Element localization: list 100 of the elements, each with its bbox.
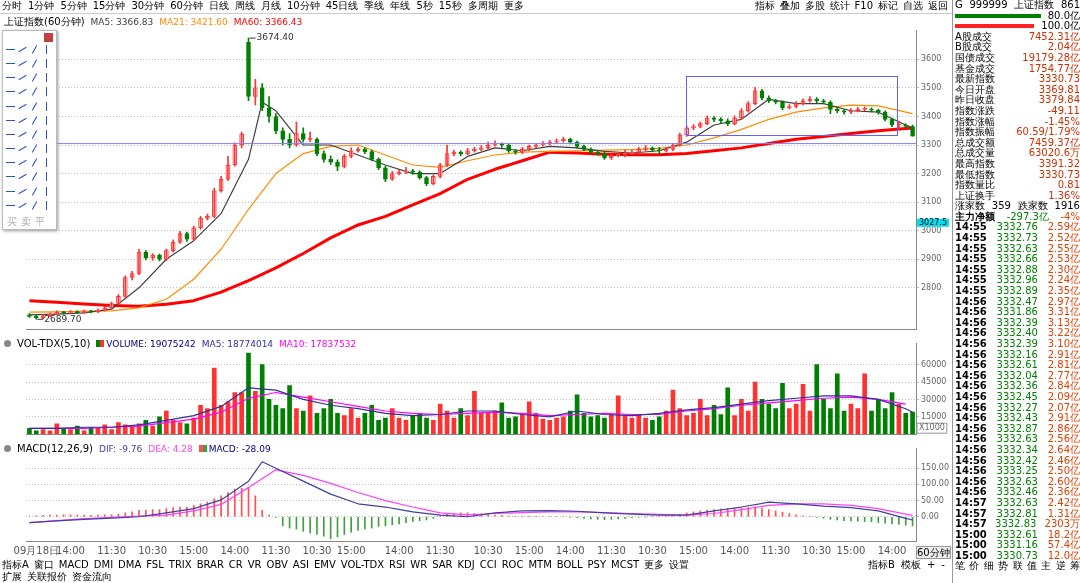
x-tick-label: 14:00 xyxy=(877,544,907,556)
text: 14:55 3332.88 2.30亿 xyxy=(955,263,1080,276)
text: 15:00 3332.61 18.2亿 xyxy=(955,528,1080,541)
x-tick-label: 11:30 xyxy=(97,544,126,556)
text: 总成交量 63020.6万 xyxy=(955,147,1080,159)
text: DEA: 4.28 xyxy=(148,443,193,454)
x-tick-label: 11:30 xyxy=(261,544,291,556)
text: G 999999 上证指数 861 xyxy=(955,0,1080,11)
text: 14:56 3332.46 2.36亿 xyxy=(955,486,1080,498)
text: 指标A 窗口 MACD DMI DMA FSL TRIX BRAR CR VR OBV ASI EMV VOL-TDX RSI WR SAR KDJ CCI ROC MTM BOLL PSY MCST 更多 设置 xyxy=(2,559,690,570)
text: 14:56 3332.04 2.77亿 xyxy=(955,369,1080,382)
text: 14:56 3332.36 2.84亿 xyxy=(955,380,1080,392)
text: MA21: 3421.60 xyxy=(159,17,228,27)
text: 14:55 3332.96 2.24亿 xyxy=(955,274,1080,286)
text: 指数涨跌 -49.11 xyxy=(955,104,1080,116)
text: 14:57 3332.63 2.42亿 xyxy=(955,496,1080,509)
text: 指标 叠加 多股 统计 F10 标记 自选 返回 xyxy=(754,0,948,11)
x-tick-label: 14:00 xyxy=(56,544,85,556)
text: 指数涨幅 -1.45% xyxy=(955,115,1080,127)
y-tick-label: 3300 xyxy=(921,140,942,150)
y-tick-label: 3500 xyxy=(921,82,942,92)
text: 指标B 模板 + - xyxy=(868,559,945,570)
x-tick-label: 10:30 xyxy=(802,544,832,556)
text: 14:56 3333.25 2.50亿 xyxy=(955,465,1080,477)
text: MA5: 3366.83 xyxy=(90,17,154,27)
x-tick-label: 14:00 xyxy=(555,544,585,556)
text: 15:00 3331.16 57.4亿 xyxy=(955,539,1080,551)
x-tick-label: 09月18日 xyxy=(13,544,59,556)
x-tick-label: 14:00 xyxy=(720,544,749,556)
text: 80.0亿 xyxy=(1047,9,1080,21)
x-tick-label: 10:30 xyxy=(138,544,168,556)
x-tick-label: 11:30 xyxy=(761,544,791,556)
x-tick-label: 14:00 xyxy=(384,544,414,556)
text: 14:56 3332.39 3.13亿 xyxy=(955,316,1080,329)
text: 14:55 3332.73 2.52亿 xyxy=(955,232,1080,244)
text: 国债成交 19179.28亿 xyxy=(955,51,1080,63)
text: 100.0亿 xyxy=(1041,20,1080,32)
text: 14:56 3332.39 3.10亿 xyxy=(955,338,1080,350)
x-tick-label: 15:00 xyxy=(679,544,708,556)
text: 指数量比 0.81 xyxy=(955,179,1080,191)
text: 最新指数 3330.73 xyxy=(955,73,1080,85)
x-tick-label: 10:30 xyxy=(473,544,503,556)
text: B股成交 2.04亿 xyxy=(955,41,1080,53)
y-tick-label: 3600 xyxy=(921,54,942,64)
y-tick-label: 50.00 xyxy=(921,495,944,505)
annotation: 2689.70 xyxy=(44,313,82,324)
text: 14:56 3332.42 2.46亿 xyxy=(955,454,1080,466)
x-tick-label: 11:30 xyxy=(596,544,626,556)
text: 主力净额 -297.3亿 -4% xyxy=(955,210,1080,223)
text: 14:56 3332.40 3.22亿 xyxy=(955,327,1080,339)
text: 笔 价 细 势 联 值 主 逆 筹 xyxy=(955,560,1080,572)
text: 14:56 3332.27 2.07亿 xyxy=(955,401,1080,413)
x-tick-label: 10:30 xyxy=(638,544,667,556)
chart-title: MACD(12,26,9) xyxy=(17,443,93,454)
text: 14:55 3332.63 2.55亿 xyxy=(955,242,1080,255)
text: 14:56 3332.63 2.60亿 xyxy=(955,475,1080,488)
y-tick-label: 3100 xyxy=(921,197,942,207)
text: MA10: 17837532 xyxy=(279,338,357,349)
text: A股成交 7452.31亿 xyxy=(955,30,1080,42)
text: 分时 1分钟 5分钟 15分钟 30分钟 60分钟 日线 周线 月线 10分钟 45日线 季线 年线 5秒 15秒 多周期 更多 xyxy=(2,0,524,11)
x-tick-label: 11:30 xyxy=(425,544,455,556)
annotation: 3674.40 xyxy=(256,32,294,43)
y-tick-label: 60000 xyxy=(921,359,947,369)
y-tick-label: 2800 xyxy=(921,282,942,292)
legend-label: MACD: -28.09 xyxy=(207,443,271,454)
text: 上证换手 1.36% xyxy=(955,189,1080,201)
text: 14:56 3332.87 2.86亿 xyxy=(955,422,1080,435)
text: 3027.5 xyxy=(919,217,947,227)
x-tick-label: 15:00 xyxy=(836,544,866,556)
x-tick-label: 10:30 xyxy=(302,544,332,556)
y-tick-label: 3400 xyxy=(921,111,942,121)
y-tick-label: 2900 xyxy=(921,254,942,264)
y-tick-label: 100.00 xyxy=(921,479,949,489)
text: 60分钟 xyxy=(916,546,951,559)
text: 涨家数 359 跌家数 1916 xyxy=(955,200,1080,212)
x-tick-label: 14:00 xyxy=(220,544,250,556)
text: MA60: 3366.43 xyxy=(233,17,303,27)
chart-title: VOL-TDX(5,10) xyxy=(17,338,91,349)
text: DIF: -9.76 xyxy=(98,443,143,454)
text: 14:56 3332.45 2.09亿 xyxy=(955,390,1080,403)
text: 扩展 关联报价 资金流向 xyxy=(2,571,112,582)
legend-label: VOLUME: 19075242 xyxy=(105,338,196,349)
text: 14:55 3332.89 2.35亿 xyxy=(955,285,1080,297)
text: 14:57 3332.81 1.31亿 xyxy=(955,507,1080,519)
y-tick-label: 0.00 xyxy=(921,511,939,521)
text: 今日开盘 3369.81 xyxy=(955,83,1080,95)
y-tick-label: 15000 xyxy=(921,411,947,421)
text: 14:56 3332.16 2.91亿 xyxy=(955,348,1080,360)
text: X1000 xyxy=(919,423,945,433)
annotation: 买 卖 平 xyxy=(7,216,45,227)
y-tick-label: 150.00 xyxy=(921,463,949,473)
text: 14:55 3332.76 2.59亿 xyxy=(955,221,1080,233)
text: 基金成交 1754.77亿 xyxy=(955,62,1080,74)
chart-title: 上证指数(60分钟) xyxy=(4,15,85,29)
text: 14:56 3332.43 2.91亿 xyxy=(955,412,1080,424)
y-tick-label: 3200 xyxy=(921,168,942,178)
text: 14:55 3332.66 2.53亿 xyxy=(955,253,1080,265)
y-tick-label: 30000 xyxy=(921,394,947,404)
x-tick-label: 15:00 xyxy=(514,544,544,556)
text: 14:56 3331.86 3.31亿 xyxy=(955,306,1080,318)
